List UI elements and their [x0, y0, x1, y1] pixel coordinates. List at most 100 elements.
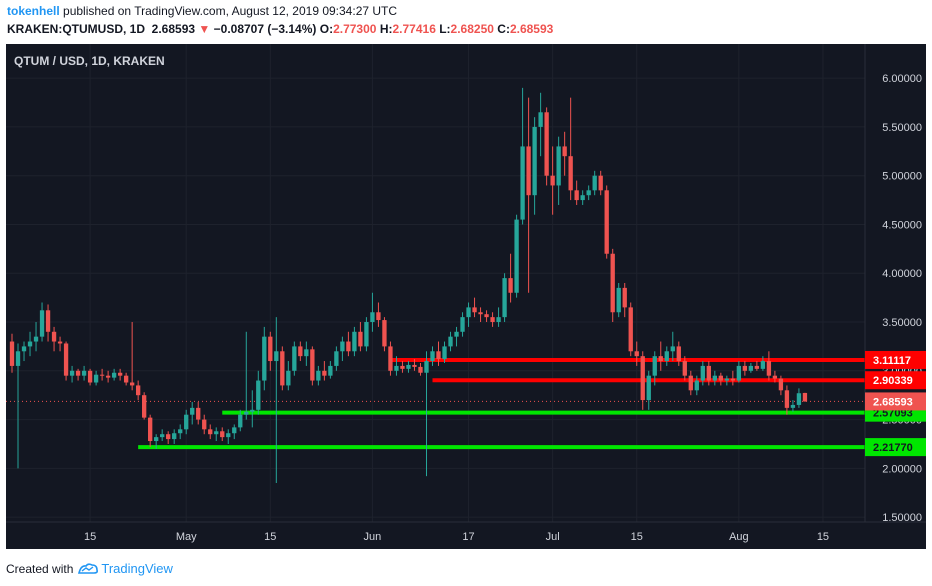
x-tick-label: Aug: [729, 531, 749, 543]
candle-body-down: [742, 365, 748, 371]
candle-body-down: [51, 331, 57, 342]
candle-body-down: [117, 372, 123, 376]
y-tick-label: 3.50000: [882, 317, 922, 329]
close-label: C:: [497, 22, 510, 36]
candle-body-down: [57, 341, 63, 344]
candle-body-up: [538, 112, 543, 127]
price-change: −0.08707 (−3.14%): [213, 22, 317, 36]
candle-body-up: [580, 195, 585, 201]
close-value: 2.68593: [509, 22, 554, 36]
tradingview-brand[interactable]: TradingView: [101, 561, 173, 576]
candle-body-down: [640, 356, 645, 401]
x-tick-label: Jul: [546, 531, 560, 543]
price-labels: 3.11117 2.90339 2.57093 2.21770 2.68593: [865, 350, 926, 457]
candle-body-down: [490, 317, 495, 323]
candle-body-up: [586, 190, 591, 196]
candle-body-down: [526, 146, 531, 196]
resistance-price-tag: [865, 371, 926, 390]
candle-body-down: [766, 361, 772, 376]
candle-body-down: [622, 287, 627, 308]
candle-body-down: [412, 364, 417, 367]
author-username[interactable]: tokenhell: [7, 4, 60, 18]
chart-title: QTUM / USD, 1D, KRAKEN: [14, 54, 165, 68]
candle-body-up: [238, 414, 243, 428]
candle-body-up: [466, 307, 471, 318]
candle-body-down: [268, 336, 273, 362]
candle-body-down: [688, 375, 693, 391]
x-tick-label: Jun: [364, 531, 382, 543]
candle-body-up: [304, 349, 309, 357]
candle-body-up: [262, 336, 267, 381]
candle-body-down: [784, 390, 790, 408]
candle-body-up: [748, 365, 754, 371]
candle-body-down: [45, 310, 51, 332]
last-price: 2.68593: [151, 22, 196, 36]
candle-body-down: [166, 434, 171, 440]
candle-body-down: [382, 320, 387, 347]
candle-body-down: [135, 385, 141, 396]
candle-body-down: [772, 375, 778, 379]
candle-body-down: [706, 365, 711, 381]
candle-body-up: [232, 427, 237, 434]
candle-body-up: [652, 356, 657, 376]
candle-body-down: [123, 375, 129, 383]
header-published-line: tokenhell published on TradingView.com, …: [7, 4, 397, 18]
candle-body-up: [292, 346, 297, 371]
candle-body-up: [190, 407, 195, 415]
y-tick-label: 2.00000: [882, 463, 922, 475]
low-value: 2.68250: [450, 22, 494, 36]
candle-body-up: [406, 364, 411, 369]
candle-body-down: [75, 370, 81, 376]
x-tick-label: 17: [462, 531, 474, 543]
footer: Created with TradingView: [6, 561, 173, 578]
level-price-label: 2.90339: [873, 375, 913, 387]
y-tick-label: 6.00000: [882, 73, 922, 85]
candle-body-down: [778, 378, 784, 391]
candle-body-up: [664, 351, 669, 362]
candle-body-down: [574, 190, 579, 201]
candle-body-down: [87, 370, 93, 383]
candle-body-up: [154, 437, 159, 442]
candle-body-down: [610, 253, 615, 313]
y-tick-label: 5.50000: [882, 122, 922, 134]
candle-body-down: [148, 417, 153, 442]
candle-body-down: [676, 346, 681, 362]
candle-body-up: [21, 346, 27, 352]
candle-body-down: [604, 190, 609, 254]
candle-body-down: [63, 343, 69, 376]
candle-body-down: [802, 392, 808, 402]
tradingview-logo-icon: [77, 562, 99, 578]
candle-body-up: [172, 433, 177, 440]
candle-body-up: [796, 393, 802, 405]
candle-body-up: [352, 331, 357, 352]
candle-body-down: [376, 312, 381, 321]
candle-body-up: [250, 409, 255, 412]
candle-body-down: [682, 361, 687, 376]
candle-body-down: [99, 374, 105, 376]
candle-body-down: [550, 175, 555, 186]
candle-body-down: [280, 351, 285, 386]
candle-body-down: [730, 378, 736, 381]
candle-body-up: [724, 378, 730, 381]
header-ohlc-line: KRAKEN:QTUMUSD, 1D 2.68593 ▼ −0.08707 (−…: [7, 22, 553, 36]
candle-body-up: [178, 429, 183, 434]
candle-body-up: [69, 370, 75, 376]
candle-body-down: [9, 341, 15, 366]
candlestick-chart[interactable]: 6.00000 5.50000 5.00000 4.50000 4.00000 3.500…: [0, 44, 932, 549]
time-axis-background: [6, 522, 926, 549]
candle-body-down: [418, 366, 423, 373]
candle-body-up: [556, 146, 561, 186]
candle-body-up: [448, 336, 453, 347]
candle-body-down: [472, 307, 477, 313]
candle-body-up: [496, 317, 501, 323]
candle-body-down: [202, 419, 207, 430]
created-with-text: Created with: [6, 562, 74, 576]
candle-body-up: [592, 175, 597, 191]
x-tick-label: May: [176, 531, 197, 543]
level-price-label: 3.11117: [873, 355, 911, 367]
candle-body-up: [244, 411, 249, 415]
candle-body-down: [562, 146, 567, 157]
resistance-price-tag: [865, 350, 926, 369]
low-label: L:: [439, 22, 451, 36]
y-tick-label: 1.50000: [882, 512, 922, 524]
